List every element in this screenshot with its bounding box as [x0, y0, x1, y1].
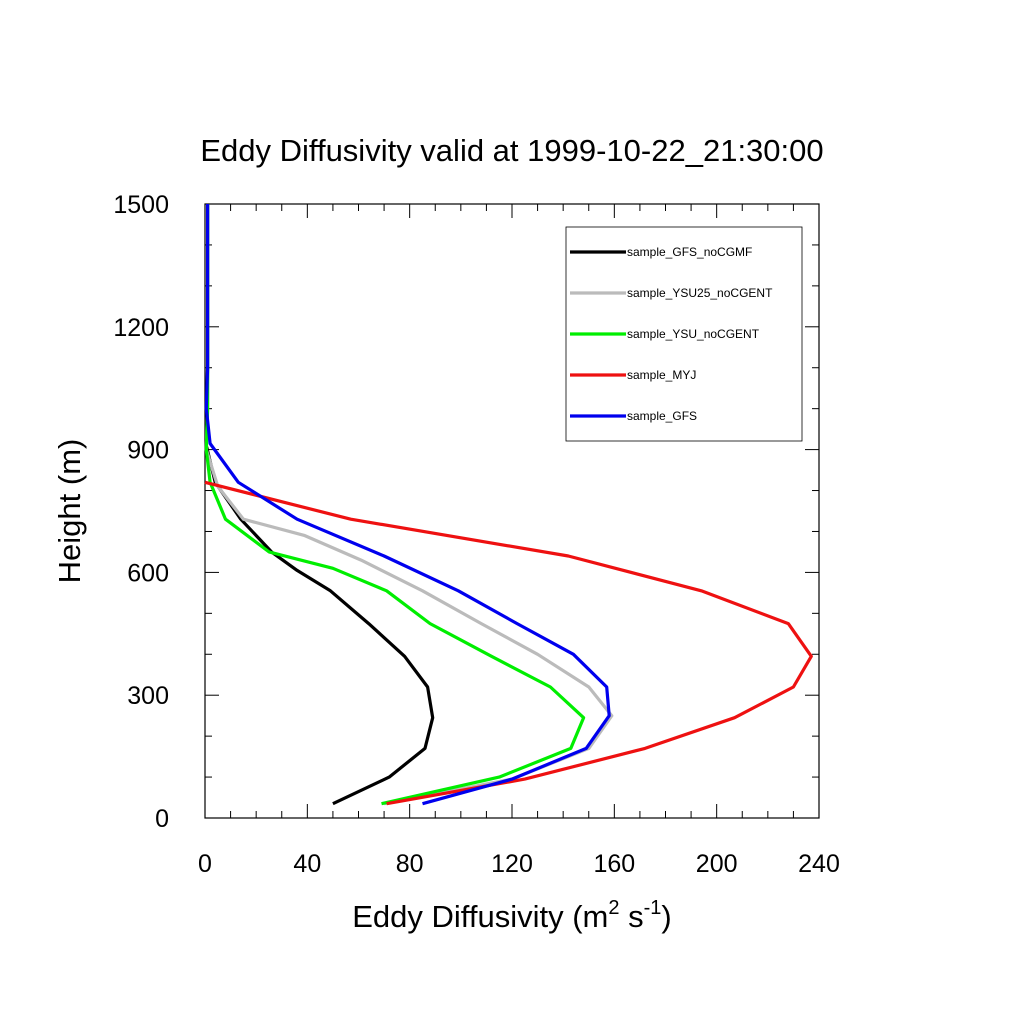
legend-label: sample_YSU25_noCGENT [627, 286, 773, 300]
x-axis-label-base: Eddy Diffusivity (m [352, 899, 608, 934]
x-tick-label: 40 [293, 850, 321, 878]
axis-ticks [204, 203, 820, 819]
y-axis-label: Height (m) [52, 439, 87, 584]
legend-label: sample_GFS [627, 409, 697, 423]
x-axis-label-sup-1: 2 [608, 897, 619, 919]
x-axis-label-mid: s [619, 899, 643, 934]
y-tick-label: 900 [127, 437, 169, 465]
x-axis-label-sup-2: -1 [644, 897, 662, 919]
series-line-sample-myj [204, 480, 813, 806]
chart-title: Eddy Diffusivity valid at 1999-10-22_21:… [200, 133, 823, 168]
series-line-sample-gfs-nocgmf [204, 204, 435, 806]
series-line-sample-gfs [204, 204, 611, 806]
series-line-sample-ysu25-nocgent [204, 204, 614, 806]
legend: sample_GFS_noCGMF sample_YSU25_noCGENTsam… [565, 226, 803, 442]
x-tick-label: 240 [798, 850, 840, 878]
y-tick-label: 0 [155, 805, 169, 833]
legend-label: sample_GFS_noCGMF [627, 245, 752, 259]
x-tick-label: 120 [491, 850, 533, 878]
series-line-sample-ysu-nocgent [204, 204, 586, 806]
y-tick-label: 600 [127, 559, 169, 587]
y-tick-label: 300 [127, 682, 169, 710]
x-tick-label: 200 [696, 850, 738, 878]
axis-tick-labels: 0 40 80 120 160 200 240 0 300 600 900 1200 1500 [113, 191, 839, 878]
x-axis-label-end: ) [661, 899, 671, 934]
x-tick-label: 80 [396, 850, 424, 878]
x-tick-label: 160 [593, 850, 635, 878]
series-lines [204, 204, 813, 806]
y-tick-label: 1200 [113, 314, 169, 342]
legend-label: sample_YSU_noCGENT [627, 327, 760, 341]
x-axis-label: Eddy Diffusivity (m2 s-1) [352, 897, 671, 934]
legend-label: sample_MYJ [627, 368, 696, 382]
y-tick-label: 1500 [113, 191, 169, 219]
x-tick-label: 0 [198, 850, 212, 878]
